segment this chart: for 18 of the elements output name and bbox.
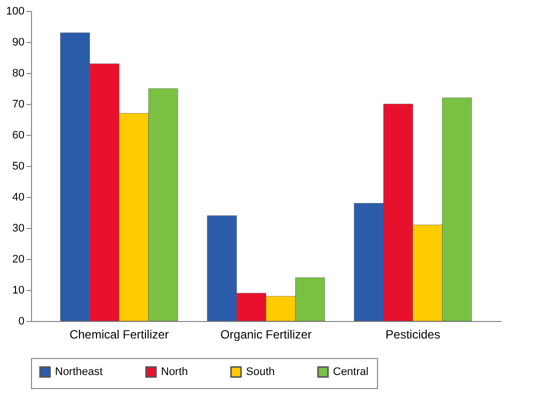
y-tick-label: 30 <box>12 222 24 234</box>
y-tick-label: 10 <box>12 284 24 296</box>
y-tick-label: 60 <box>12 130 24 142</box>
y-tick-label: 80 <box>12 68 24 80</box>
legend-label: Central <box>333 366 368 378</box>
x-tick-label: Pesticides <box>386 328 440 342</box>
y-tick-label: 40 <box>12 192 24 204</box>
y-tick-label: 70 <box>12 98 24 110</box>
legend-label: Northeast <box>55 366 103 378</box>
legend-label: South <box>246 366 275 378</box>
y-tick-label: 50 <box>12 160 24 172</box>
x-tick-label: Organic Fertilizer <box>220 328 312 342</box>
y-tick-label: 90 <box>12 36 24 48</box>
y-tick-label: 100 <box>6 6 24 18</box>
y-tick-label: 0 <box>18 316 24 328</box>
x-tick-label: Chemical Fertilizer <box>69 328 169 342</box>
y-tick-label: 20 <box>12 254 24 266</box>
legend-label: North <box>161 366 188 378</box>
